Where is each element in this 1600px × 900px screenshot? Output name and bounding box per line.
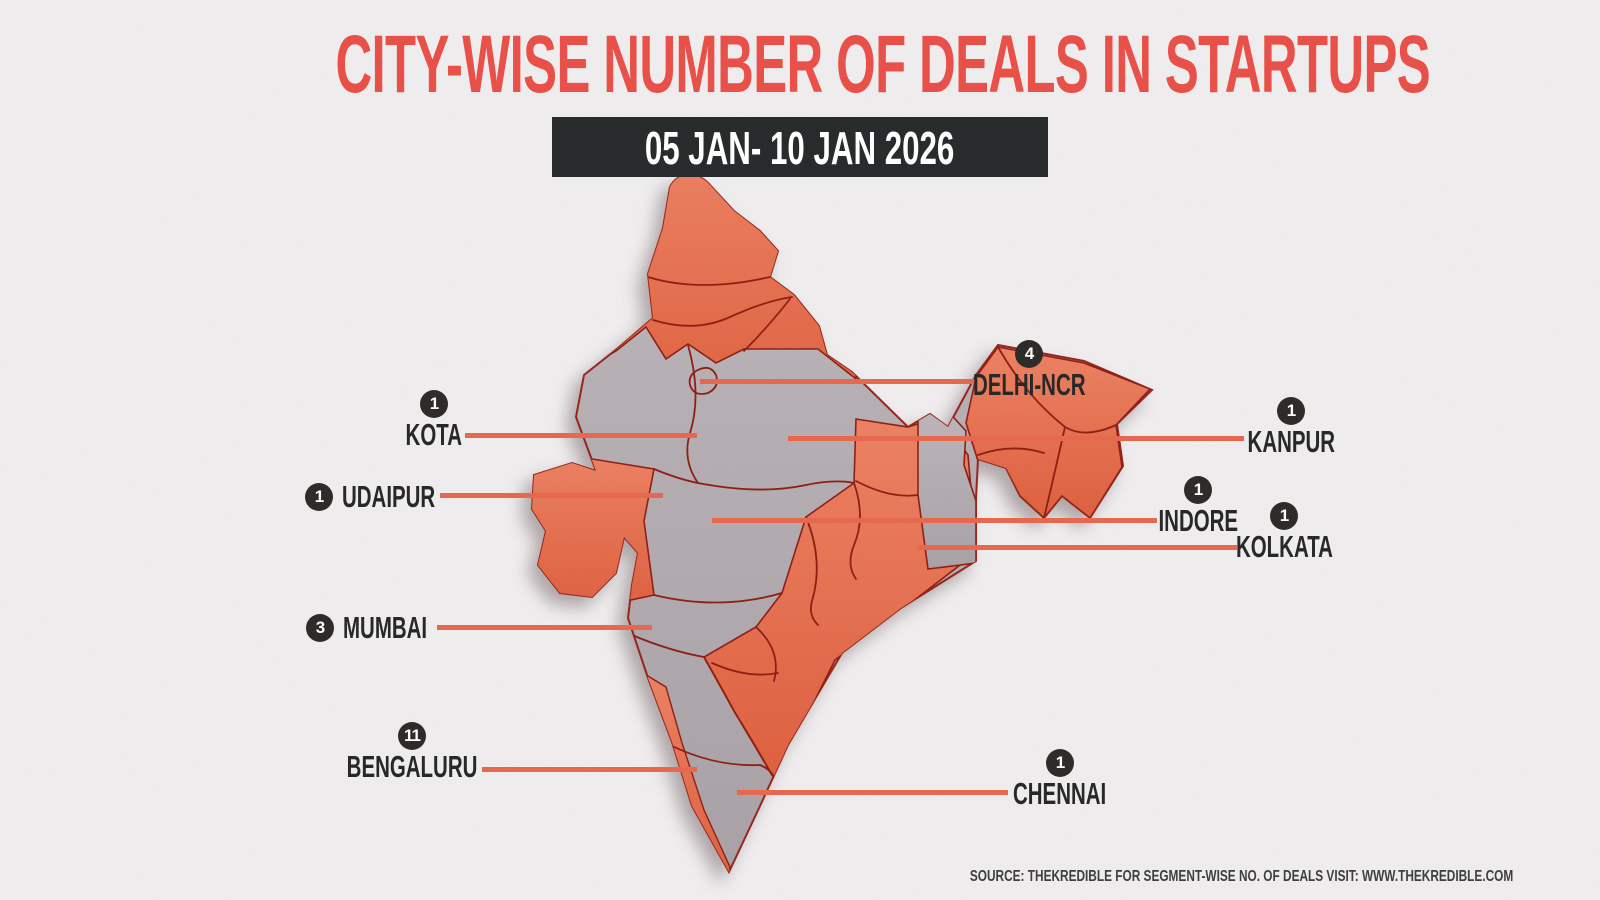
city-name-delhi-ncr: DELHI-NCR (972, 367, 1086, 402)
city-label-mumbai: 3 MUMBAI (306, 610, 470, 645)
page-title: CITY-WISE NUMBER OF DEALS IN STARTUPS (335, 19, 1431, 110)
leader-line-delhi-ncr (700, 379, 974, 384)
city-label-udaipur: 1 UDAIPUR (305, 479, 483, 514)
city-name-kota: KOTA (405, 417, 463, 452)
city-name-udaipur: UDAIPUR (342, 479, 436, 514)
city-label-kolkata: 1 KOLKATA (1214, 502, 1354, 562)
deal-count-badge-kota: 1 (420, 390, 448, 418)
leader-line-bengaluru (482, 767, 697, 772)
leader-line-chennai (737, 790, 1008, 795)
city-label-kanpur: 1 KANPUR (1221, 397, 1361, 457)
city-name-chennai: CHENNAI (1013, 776, 1107, 811)
city-name-kolkata: KOLKATA (1235, 529, 1333, 564)
deal-count-badge-udaipur: 1 (305, 483, 333, 511)
state-region-gujarat-coral (532, 450, 655, 612)
leader-line-indore (712, 518, 1157, 523)
city-label-bengaluru: 11 BENGALURU (342, 722, 482, 782)
deal-count-badge-bengaluru: 11 (398, 722, 426, 750)
deal-count-badge-kanpur: 1 (1277, 397, 1305, 425)
deal-count-badge-indore: 1 (1184, 476, 1212, 504)
date-range-banner: 05 JAN- 10 JAN 2026 (552, 117, 1048, 177)
city-name-mumbai: MUMBAI (343, 610, 428, 645)
deal-count-badge-mumbai: 3 (306, 614, 334, 642)
subheader: 05 JAN- 10 JAN 2026 (0, 117, 1600, 177)
date-range-text: 05 JAN- 10 JAN 2026 (645, 122, 955, 174)
city-label-delhi-ncr: 4 DELHI-NCR (959, 340, 1099, 400)
deal-count-badge-chennai: 1 (1046, 749, 1074, 777)
leader-line-kolkata (917, 545, 1237, 550)
deal-count-badge-kolkata: 1 (1270, 502, 1298, 530)
city-name-kanpur: KANPUR (1247, 424, 1335, 459)
header: CITY-WISE NUMBER OF DEALS IN STARTUPS (0, 24, 1600, 106)
source-credit: SOURCE: THEKREDIBLE FOR SEGMENT-WISE NO.… (969, 868, 1513, 885)
city-label-chennai: 1 CHENNAI (990, 749, 1130, 809)
city-name-bengaluru: BENGALURU (346, 749, 478, 784)
deal-count-badge-delhi-ncr: 4 (1015, 340, 1043, 368)
leader-line-kanpur (788, 436, 1244, 441)
city-label-kota: 1 KOTA (364, 390, 504, 450)
